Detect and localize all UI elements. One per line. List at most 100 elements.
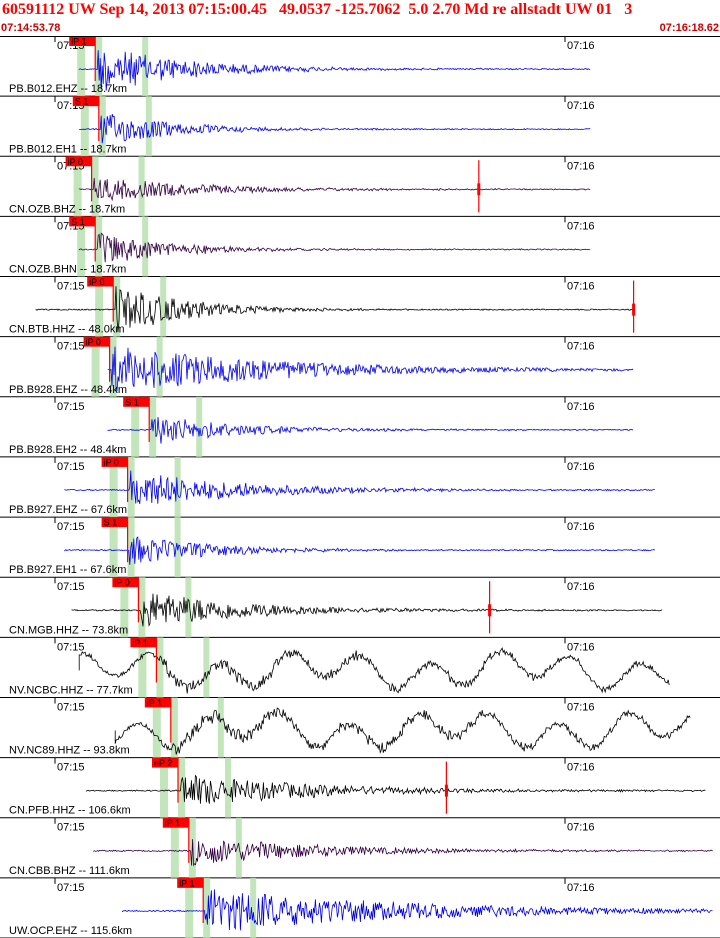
station-label: PB.B927.EHZ -- 67.6km	[9, 504, 127, 516]
amplitude-mark-box	[477, 183, 481, 196]
waveform	[107, 416, 633, 444]
seismogram-panel[interactable]: 07:15 07:16 iP 1 PB.B012.EHZ -- 18.7km 07:15…	[0, 36, 720, 938]
phase-window	[185, 877, 194, 938]
station-label: CN.BTB.HHZ -- 48.0km	[9, 324, 125, 336]
pick-label: iP 0	[114, 578, 129, 588]
tick-label-0715: 07:15	[57, 401, 85, 413]
trace-row: 07:15 07:16 S 1 PB.B928.EH2 -- 48.4km	[0, 396, 720, 458]
waveform	[93, 839, 713, 867]
station-label: PB.B012.EHZ -- 18.7km	[9, 83, 127, 95]
tick-label-0716: 07:16	[567, 762, 595, 774]
tick-label-0716: 07:16	[567, 521, 595, 533]
tick-label-0715: 07:15	[57, 461, 85, 473]
trace-row: 07:15 07:16 iP 1 NV.NCBC.HHZ -- 77.7km	[0, 637, 720, 698]
pick-label: iP 0	[68, 157, 83, 167]
pick-flag	[177, 877, 204, 888]
pick-flag	[87, 276, 114, 287]
waveform	[71, 593, 663, 627]
phase-window	[178, 757, 185, 818]
tick-label-0716: 07:16	[567, 281, 595, 293]
phase-window	[98, 96, 106, 157]
pick-label: eP 2	[154, 758, 172, 768]
amplitude-mark-box	[444, 784, 448, 797]
waveform	[114, 707, 691, 755]
tick-label-0716: 07:16	[567, 401, 595, 413]
waveform	[86, 774, 706, 804]
pick-label: S 1	[75, 97, 89, 107]
station-label: CN.MGB.HHZ -- 73.8km	[9, 624, 128, 636]
waveform	[122, 889, 713, 931]
event-title: 60591112 UW Sep 14, 2013 07:15:00.45 49.…	[2, 1, 633, 18]
phase-window	[185, 577, 192, 638]
pick-label: iP 1	[147, 698, 162, 708]
phase-window	[138, 577, 146, 638]
pick-flag	[123, 396, 150, 407]
tick-label-0716: 07:16	[567, 40, 595, 52]
phase-window	[203, 637, 210, 698]
pick-flag	[72, 96, 99, 107]
phase-window	[170, 817, 179, 878]
pick-label: iP 1	[132, 638, 147, 648]
waveform	[64, 536, 656, 565]
pick-label: iP 0	[104, 457, 119, 467]
amplitude-mark-box	[632, 303, 636, 316]
phase-window	[152, 697, 161, 758]
tick-label-0715: 07:15	[57, 762, 85, 774]
tick-label-0716: 07:16	[567, 641, 595, 653]
phase-window	[196, 396, 203, 457]
trace-row: 07:15 07:16 iP 0 CN.MGB.HHZ -- 73.8km	[0, 577, 720, 638]
pick-flag	[69, 216, 96, 227]
pick-flag	[101, 456, 128, 467]
amplitude-mark-box	[488, 604, 492, 617]
phase-window	[250, 877, 257, 938]
pick-label: iP 0	[86, 337, 101, 347]
phase-window	[95, 276, 104, 337]
phase-window	[109, 456, 118, 518]
tick-label-0716: 07:16	[567, 160, 595, 172]
phase-window	[203, 877, 211, 938]
trace-row: 07:15 07:16 S 1 PB.B927.EH1 -- 67.6km	[0, 517, 720, 578]
waveform	[78, 232, 591, 263]
phase-window	[77, 216, 86, 277]
phase-window	[145, 96, 152, 157]
phase-window	[156, 637, 164, 698]
tick-label-0715: 07:15	[57, 341, 85, 353]
waveform	[78, 647, 670, 694]
trace-row: 07:15 07:16 iP 1 NV.NC89.HHZ -- 93.8km	[0, 697, 720, 759]
phase-window	[120, 577, 129, 638]
phase-window	[138, 637, 147, 698]
station-label: PB.B927.EH1 -- 67.6km	[9, 564, 126, 576]
pick-label: iP 0	[89, 277, 104, 287]
tick-label-0716: 07:16	[567, 341, 595, 353]
phase-window	[225, 757, 231, 818]
tick-label-0715: 07:15	[57, 882, 85, 894]
phase-window	[80, 96, 89, 157]
pick-label: S 1	[71, 217, 85, 227]
tick-label-0716: 07:16	[567, 100, 595, 112]
pick-label: iP 1	[71, 37, 86, 47]
pick-flag	[101, 517, 128, 528]
phase-window	[109, 336, 117, 397]
station-label: PB.B928.EHZ -- 48.4km	[9, 384, 127, 396]
waveform	[107, 346, 634, 392]
pick-label: S 1	[125, 397, 139, 407]
station-label: NV.NC89.HHZ -- 93.8km	[9, 745, 130, 757]
phase-window	[217, 697, 224, 758]
tick-label-0715: 07:15	[57, 822, 85, 834]
pick-flag	[83, 336, 110, 347]
phase-window	[138, 156, 145, 217]
pick-flag	[112, 577, 139, 588]
waveform	[79, 113, 591, 144]
phase-window	[156, 336, 163, 397]
phase-window	[131, 396, 140, 457]
tick-label-0715: 07:15	[57, 701, 85, 713]
station-label: NV.NCBC.HHZ -- 77.7km	[9, 684, 133, 696]
trace-row: 07:15 07:16 iP 1 UW.OCP.EHZ -- 115.6km	[0, 877, 720, 938]
phase-window	[95, 216, 103, 277]
station-label: CN.OZB.BHN -- 18.7km	[9, 264, 126, 276]
tick-label-0716: 07:16	[567, 581, 595, 593]
tick-label-0716: 07:16	[567, 220, 595, 232]
phase-window	[170, 697, 178, 758]
